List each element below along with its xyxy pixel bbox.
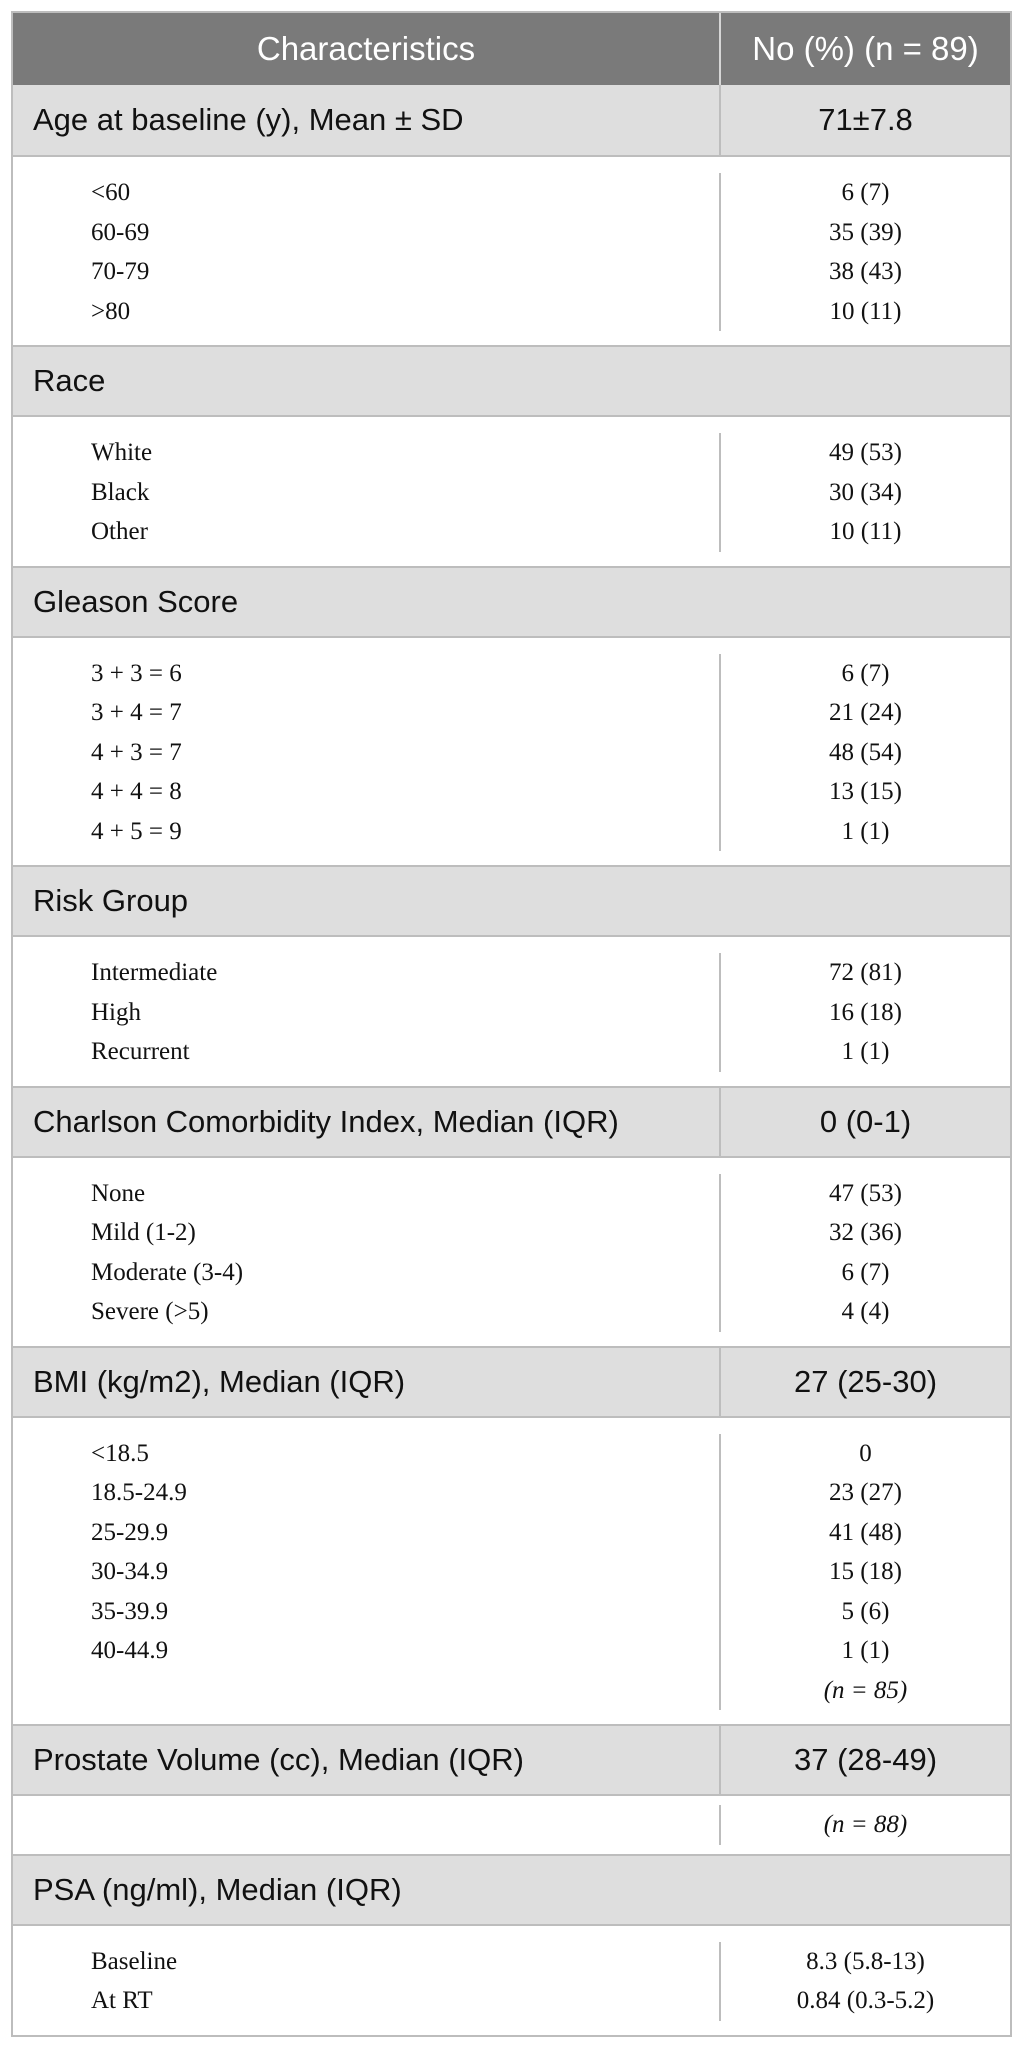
section-psa: PSA (ng/ml), Median (IQR) bbox=[13, 1853, 1010, 1926]
row-label: Other bbox=[91, 518, 148, 545]
row-label: Moderate (3-4) bbox=[91, 1258, 244, 1286]
row-label: At RT bbox=[91, 1987, 153, 2014]
section-value: 71±7.8 bbox=[818, 102, 913, 137]
section-title: Gleason Score bbox=[33, 583, 239, 619]
table-header: Characteristics No (%) (n = 89) bbox=[13, 13, 1010, 85]
section-bmi-rows: <18.5 18.5-24.9 25-29.9 30-34.9 35-39.9 … bbox=[13, 1418, 1010, 1725]
section-charlson-rows: None Mild (1-2) Moderate (3-4) Severe (>… bbox=[13, 1158, 1010, 1346]
row-label: 60-69 bbox=[91, 218, 150, 246]
section-title: Risk Group bbox=[33, 883, 189, 918]
section-charlson: Charlson Comorbidity Index, Median (IQR)… bbox=[13, 1085, 1010, 1158]
row-value: 32 (36) bbox=[829, 1219, 902, 1246]
row-label: None bbox=[91, 1179, 146, 1207]
row-label: Baseline bbox=[91, 1947, 178, 1975]
row-value: 23 (27) bbox=[829, 1479, 902, 1506]
section-title: Prostate Volume (cc), Median (IQR) bbox=[13, 1726, 721, 1794]
sample-size-note: (n = 88) bbox=[823, 1811, 908, 1838]
row-value: 48 (54) bbox=[829, 738, 902, 766]
section-title: Age at baseline (y), Mean ± SD bbox=[13, 85, 721, 155]
row-label: 3 + 3 = 6 bbox=[91, 659, 182, 687]
section-race-rows: White Black Other 49 (53) 30 (34) 10 (11… bbox=[13, 417, 1010, 566]
row-value: 8.3 (5.8-13) bbox=[806, 1947, 925, 1975]
row-label: Mild (1-2) bbox=[91, 1219, 196, 1246]
section-bmi: BMI (kg/m2), Median (IQR) 27 (25-30) bbox=[13, 1345, 1010, 1418]
row-value: 0 bbox=[859, 1439, 872, 1467]
row-value: 13 (15) bbox=[829, 778, 902, 805]
row-label: 35-39.9 bbox=[91, 1597, 169, 1625]
row-value: 41 (48) bbox=[829, 1518, 902, 1546]
row-label: 30-34.9 bbox=[91, 1558, 169, 1585]
section-prostate-rows: (n = 88) bbox=[13, 1796, 1010, 1854]
section-value: 0 (0-1) bbox=[819, 1103, 912, 1139]
section-value: 37 (28-49) bbox=[793, 1742, 938, 1777]
row-label: White bbox=[91, 439, 153, 466]
row-label: <18.5 bbox=[91, 1439, 149, 1467]
section-psa-rows: Baseline At RT 8.3 (5.8-13) 0.84 (0.3-5.… bbox=[13, 1926, 1010, 2035]
row-value: 4 (4) bbox=[841, 1298, 890, 1325]
row-value: 72 (81) bbox=[829, 959, 902, 986]
row-label: Black bbox=[91, 478, 150, 506]
row-value: 1 (1) bbox=[841, 817, 890, 845]
section-value: 27 (25-30) bbox=[793, 1363, 938, 1399]
row-label: 4 + 4 = 8 bbox=[91, 778, 182, 805]
row-label: >80 bbox=[91, 297, 131, 325]
row-value: 21 (24) bbox=[829, 699, 902, 726]
row-value: 1 (1) bbox=[841, 1637, 890, 1664]
section-risk-rows: Intermediate High Recurrent 72 (81) 16 (… bbox=[13, 937, 1010, 1086]
row-label: 4 + 3 = 7 bbox=[91, 738, 182, 766]
row-label: 40-44.9 bbox=[91, 1637, 169, 1664]
section-gleason: Gleason Score bbox=[13, 565, 1010, 638]
header-characteristics: Characteristics bbox=[13, 13, 721, 85]
section-title: PSA (ng/ml), Median (IQR) bbox=[33, 1871, 402, 1907]
section-title: Charlson Comorbidity Index, Median (IQR) bbox=[13, 1087, 721, 1156]
section-age-rows: <60 60-69 70-79 >80 6 (7) 35 (39) 38 (43… bbox=[13, 157, 1010, 345]
section-prostate-volume: Prostate Volume (cc), Median (IQR) 37 (2… bbox=[13, 1724, 1010, 1796]
row-label: 70-79 bbox=[91, 258, 150, 285]
row-value: 16 (18) bbox=[829, 998, 902, 1026]
section-race: Race bbox=[13, 345, 1010, 417]
characteristics-table: Characteristics No (%) (n = 89) Age at b… bbox=[11, 11, 1012, 2037]
row-value: 6 (7) bbox=[841, 659, 890, 687]
section-title: Race bbox=[33, 363, 106, 398]
row-value: 5 (6) bbox=[841, 1597, 890, 1625]
header-count-percent: No (%) (n = 89) bbox=[752, 30, 979, 67]
row-value: 10 (11) bbox=[829, 518, 902, 545]
row-value: 49 (53) bbox=[829, 439, 902, 466]
row-value: 1 (1) bbox=[841, 1038, 890, 1065]
row-value: 6 (7) bbox=[841, 179, 890, 206]
row-label: 25-29.9 bbox=[91, 1518, 169, 1546]
row-label: 18.5-24.9 bbox=[91, 1479, 187, 1506]
row-label: High bbox=[91, 998, 141, 1026]
row-label: <60 bbox=[91, 179, 131, 206]
row-label: 3 + 4 = 7 bbox=[91, 699, 182, 726]
section-age: Age at baseline (y), Mean ± SD 71±7.8 bbox=[13, 85, 1010, 157]
row-value: 38 (43) bbox=[829, 258, 902, 285]
section-title: BMI (kg/m2), Median (IQR) bbox=[13, 1347, 721, 1416]
row-value: 15 (18) bbox=[829, 1558, 902, 1585]
row-label: Recurrent bbox=[91, 1038, 190, 1065]
row-label: 4 + 5 = 9 bbox=[91, 817, 182, 845]
row-value: 47 (53) bbox=[829, 1179, 902, 1207]
row-value: 6 (7) bbox=[841, 1258, 890, 1286]
section-risk-group: Risk Group bbox=[13, 865, 1010, 937]
row-value: 30 (34) bbox=[829, 478, 902, 506]
row-value: 10 (11) bbox=[829, 297, 902, 325]
row-label: Intermediate bbox=[91, 959, 218, 986]
section-gleason-rows: 3 + 3 = 6 3 + 4 = 7 4 + 3 = 7 4 + 4 = 8 … bbox=[13, 638, 1010, 866]
sample-size-note: (n = 85) bbox=[823, 1676, 908, 1704]
row-value: 35 (39) bbox=[829, 218, 902, 246]
row-label: Severe (>5) bbox=[91, 1298, 209, 1325]
row-value: 0.84 (0.3-5.2) bbox=[796, 1987, 935, 2014]
